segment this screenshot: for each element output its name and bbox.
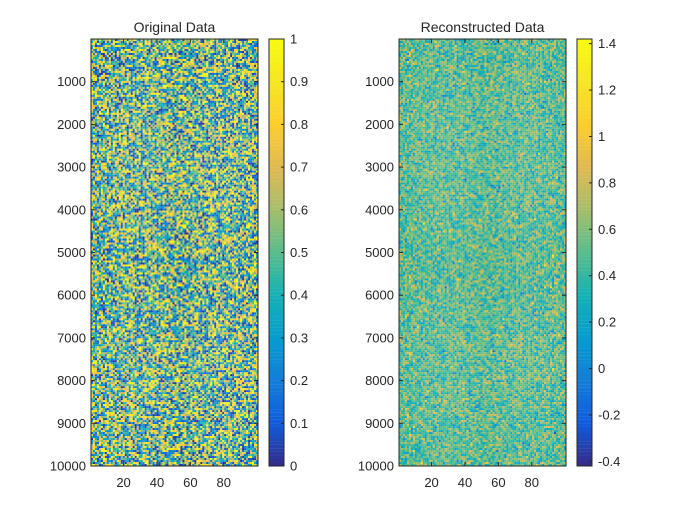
x-axis-ticks: 20 40 60 80: [424, 39, 539, 490]
colorbar-tick-label: 0.7: [290, 160, 308, 175]
colorbar-tick-label: 0: [290, 459, 297, 474]
colorbar-tick-label: 0.4: [598, 268, 616, 283]
colorbar-tick-label: 0.2: [290, 373, 308, 388]
y-tick-label: 3000: [57, 160, 86, 175]
x-tick-label: 60: [183, 475, 197, 490]
y-tick-label: 8000: [57, 373, 86, 388]
y-tick-label: 7000: [365, 330, 394, 345]
x-tick-label: 20: [424, 475, 438, 490]
colorbar-tick-label: 0.9: [290, 74, 308, 89]
y-tick-label: 6000: [57, 288, 86, 303]
y-tick-label: 8000: [365, 373, 394, 388]
colorbar: [268, 38, 285, 467]
x-tick-label: 20: [116, 475, 130, 490]
colorbar-ticks: -0.4 -0.2 0 0.2 0.4 0.6 0.8 1 1.2 1.4: [589, 36, 620, 469]
x-tick-label: 40: [150, 475, 164, 490]
colorbar-tick-label: 1: [598, 129, 605, 144]
y-tick-label: 4000: [365, 202, 394, 217]
y-tick-label: 10000: [50, 458, 86, 473]
colorbar-tick-label: 0.2: [598, 315, 616, 330]
colorbar-tick-label: 0: [598, 361, 605, 376]
y-tick-label: 3000: [365, 160, 394, 175]
chart-title: Reconstructed Data: [421, 19, 545, 35]
x-tick-label: 80: [525, 475, 539, 490]
y-tick-label: 2000: [365, 117, 394, 132]
colorbar-tick-label: 0.1: [290, 416, 308, 431]
y-axis-ticks: 1000 2000 3000 4000 5000 6000 7000 8000 9000 1000…: [50, 74, 258, 473]
colorbar-tick-label: 0.4: [290, 288, 308, 303]
heatmap-image: [91, 39, 259, 467]
colorbar-tick-label: 0.6: [290, 202, 308, 217]
y-tick-label: 2000: [57, 117, 86, 132]
y-tick-label: 7000: [57, 330, 86, 345]
y-tick-label: 4000: [57, 202, 86, 217]
y-tick-label: 1000: [365, 74, 394, 89]
original-data-panel: Original Data 1000 2000 3000 4000 5000 6000 70…: [50, 19, 308, 490]
reconstructed-data-panel: Reconstructed Data 1000 2000 3000 4000 5000 6…: [358, 19, 621, 490]
y-tick-label: 5000: [57, 245, 86, 260]
colorbar-tick-label: 0.5: [290, 245, 308, 260]
y-tick-label: 9000: [57, 416, 86, 431]
y-tick-label: 1000: [57, 74, 86, 89]
colorbar-tick-label: 1: [290, 32, 297, 47]
x-tick-label: 60: [491, 475, 505, 490]
heatmap-image: [399, 39, 567, 467]
colorbar-ticks: 0 0.1 0.2 0.3 0.4 0.5 0.6 0.7 0.8 0.9 1: [281, 32, 308, 474]
colorbar-tick-label: 0.8: [598, 175, 616, 190]
y-tick-label: 5000: [365, 245, 394, 260]
colorbar-tick-label: -0.2: [598, 407, 620, 422]
colorbar-frame: [576, 38, 593, 467]
y-tick-label: 9000: [365, 416, 394, 431]
colorbar-tick-label: 0.3: [290, 330, 308, 345]
x-axis-ticks: 20 40 60 80: [116, 39, 231, 490]
x-tick-label: 40: [458, 475, 472, 490]
colorbar-tick-label: 1.2: [598, 83, 616, 98]
colorbar-tick-label: 1.4: [598, 36, 616, 51]
chart-plot-frame: [398, 38, 567, 467]
colorbar-tick-label: 0.6: [598, 222, 616, 237]
chart-plot-frame: [90, 38, 259, 467]
colorbar-tick-label: 0.8: [290, 117, 308, 132]
colorbar-tick-label: -0.4: [598, 454, 620, 469]
chart-title: Original Data: [134, 19, 216, 35]
y-tick-label: 10000: [358, 458, 394, 473]
y-axis-ticks: 1000 2000 3000 4000 5000 6000 7000 8000 9000 1000…: [358, 74, 566, 473]
colorbar: [576, 38, 593, 467]
y-tick-label: 6000: [365, 288, 394, 303]
x-tick-label: 80: [217, 475, 231, 490]
